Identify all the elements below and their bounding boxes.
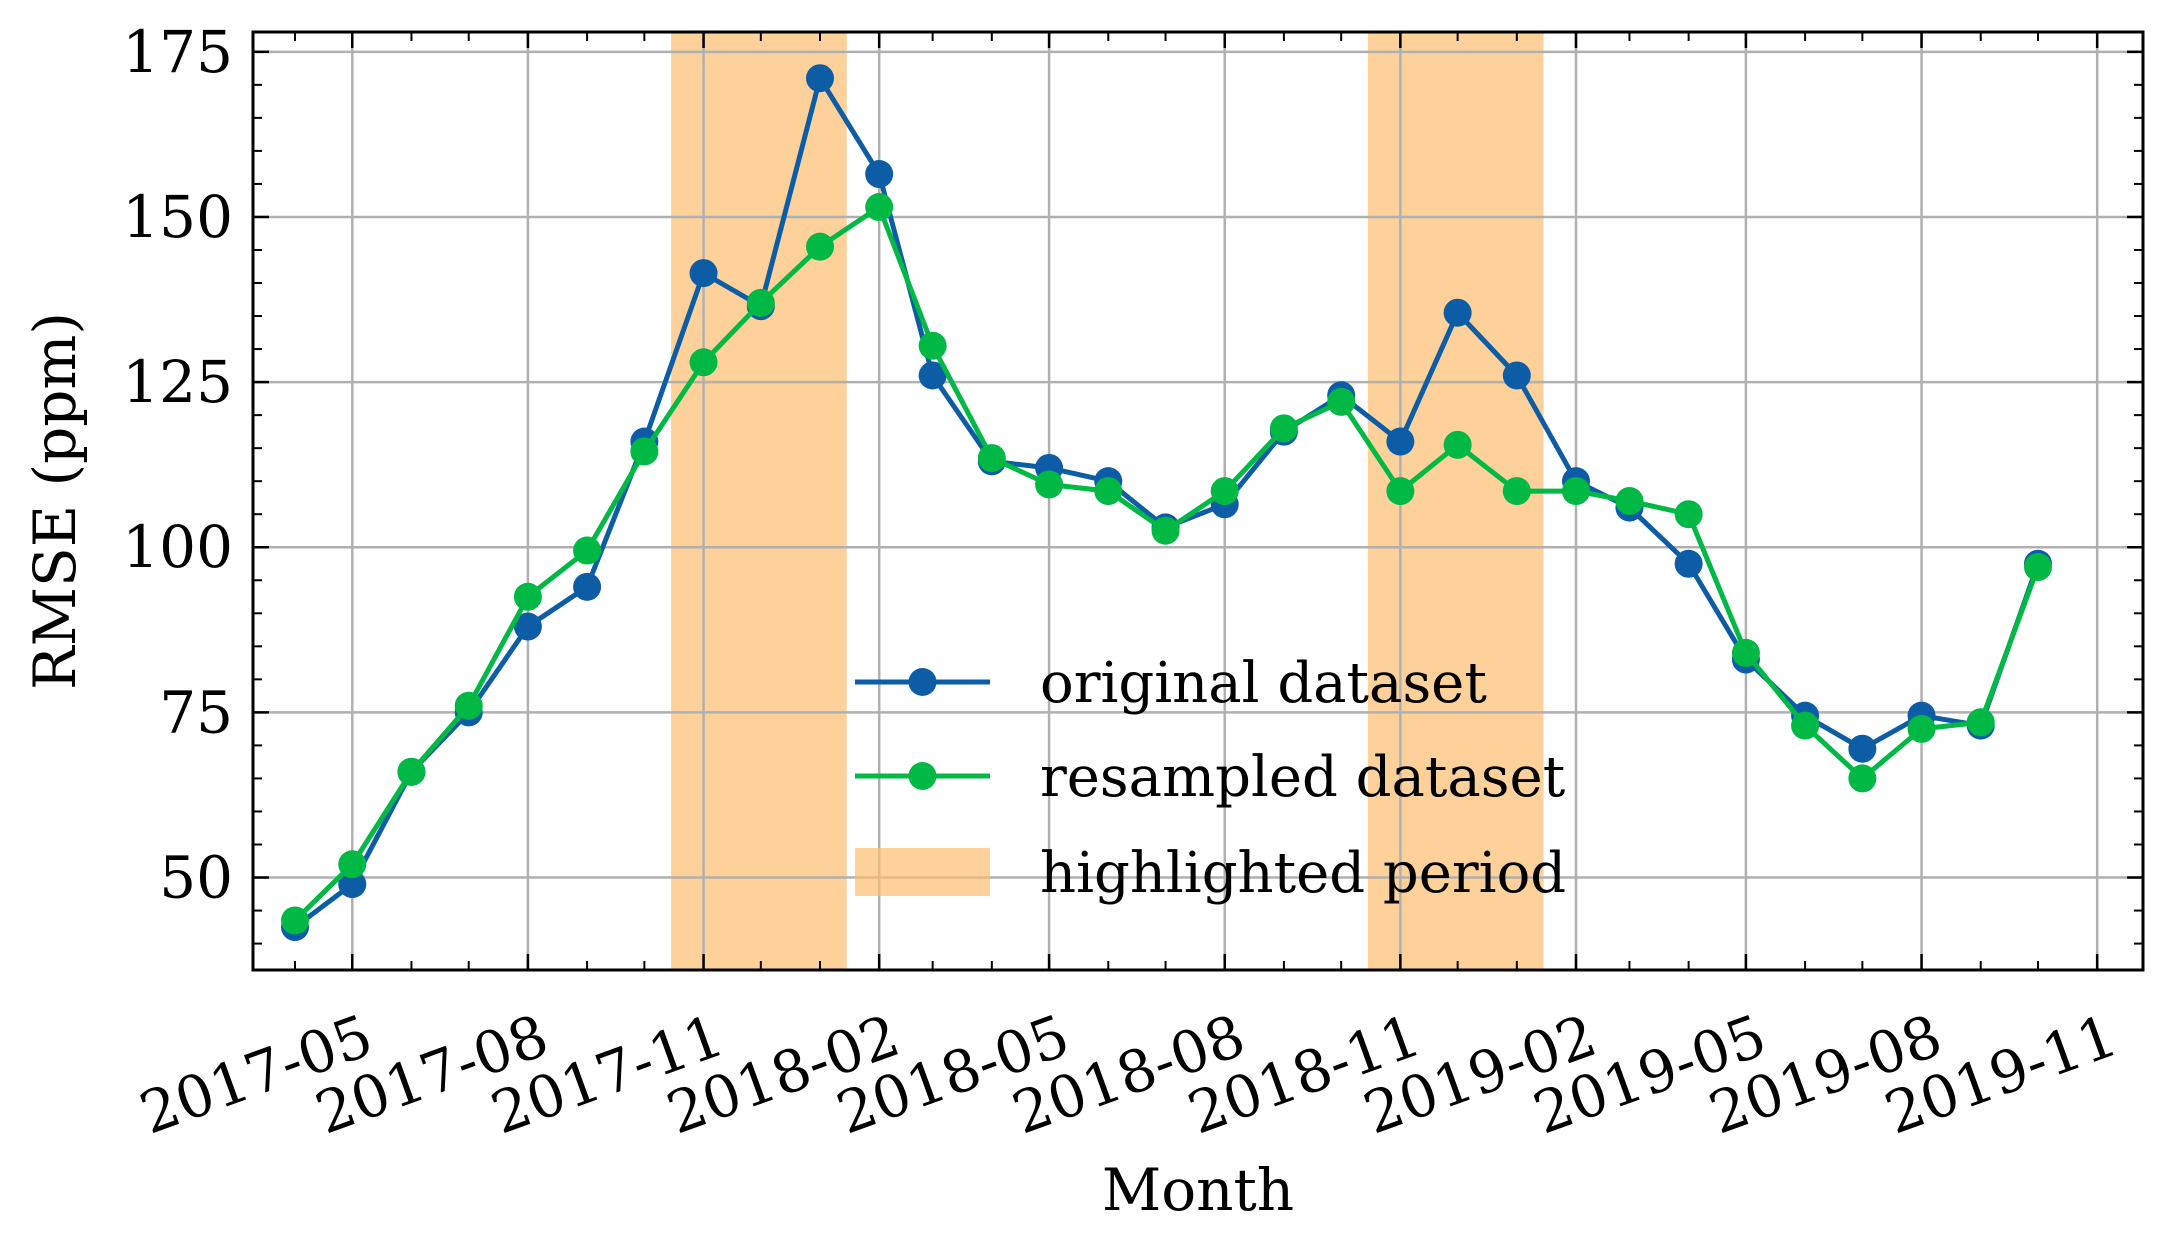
data-point — [454, 691, 483, 720]
data-point — [1327, 387, 1356, 416]
series-line — [293, 204, 2041, 923]
data-point — [338, 850, 367, 879]
data-point — [573, 572, 602, 601]
data-point — [1386, 477, 1415, 506]
data-point — [1151, 516, 1180, 545]
data-point — [1731, 638, 1760, 667]
data-point — [1674, 500, 1703, 529]
data-point — [397, 757, 426, 786]
y-tick-label: 175 — [122, 18, 233, 86]
legend: original dataset resampled dataset highl… — [855, 651, 1566, 906]
data-point — [1035, 470, 1064, 499]
data-point — [1907, 714, 1936, 743]
y-tick-label: 50 — [159, 844, 233, 912]
legend-swatch-highlighted — [855, 848, 990, 896]
tick-layer — [253, 32, 2143, 970]
y-tick-label: 75 — [159, 678, 233, 746]
data-point — [1386, 427, 1415, 456]
data-point — [1210, 477, 1239, 506]
data-point — [806, 64, 834, 93]
data-point — [1443, 298, 1472, 327]
data-point — [977, 444, 1006, 473]
data-point — [1848, 734, 1877, 763]
legend-marker-resampled — [908, 762, 937, 790]
grid-layer — [253, 32, 2143, 970]
data-point — [1966, 708, 1995, 737]
data-point — [513, 582, 542, 611]
data-point — [1502, 477, 1531, 506]
legend-label-original: original dataset — [1040, 651, 1487, 716]
x-axis-label: Month — [1102, 1156, 1294, 1224]
data-point — [1615, 487, 1644, 515]
data-point — [918, 331, 947, 360]
x-tick-labels: 2017-052017-082017-112018-022018-052018-… — [131, 1001, 2126, 1147]
series-layer — [281, 64, 2052, 942]
y-tick-labels: 50 75 100 125 150 175 — [122, 18, 233, 912]
highlight-period-0 — [671, 32, 847, 970]
legend-marker-original — [908, 668, 937, 696]
data-point — [1269, 414, 1298, 443]
data-point — [806, 232, 834, 261]
data-point — [689, 348, 718, 377]
data-point — [573, 536, 602, 565]
data-point — [1562, 477, 1590, 506]
data-point — [689, 259, 718, 288]
y-tick-label: 100 — [122, 513, 233, 581]
data-point — [1674, 549, 1703, 578]
data-point — [630, 437, 659, 466]
data-point — [1443, 430, 1472, 459]
data-point — [865, 193, 894, 222]
data-point — [865, 160, 894, 189]
data-point — [1094, 477, 1123, 506]
data-point — [918, 361, 947, 390]
plot-frame — [251, 30, 2145, 972]
y-tick-label: 150 — [122, 183, 233, 251]
data-point — [1502, 361, 1531, 390]
data-point — [1848, 764, 1877, 793]
data-point — [513, 612, 542, 641]
legend-label-highlighted: highlighted period — [1040, 841, 1566, 906]
legend-label-resampled: resampled dataset — [1040, 745, 1566, 810]
data-point — [2024, 553, 2052, 582]
data-point — [338, 870, 367, 899]
y-tick-label: 125 — [122, 348, 233, 416]
series-1 — [281, 193, 2052, 935]
data-point — [1791, 711, 1820, 740]
data-point — [746, 288, 775, 317]
y-axis-label: RMSE (ppm) — [21, 312, 89, 690]
data-point — [281, 906, 309, 935]
